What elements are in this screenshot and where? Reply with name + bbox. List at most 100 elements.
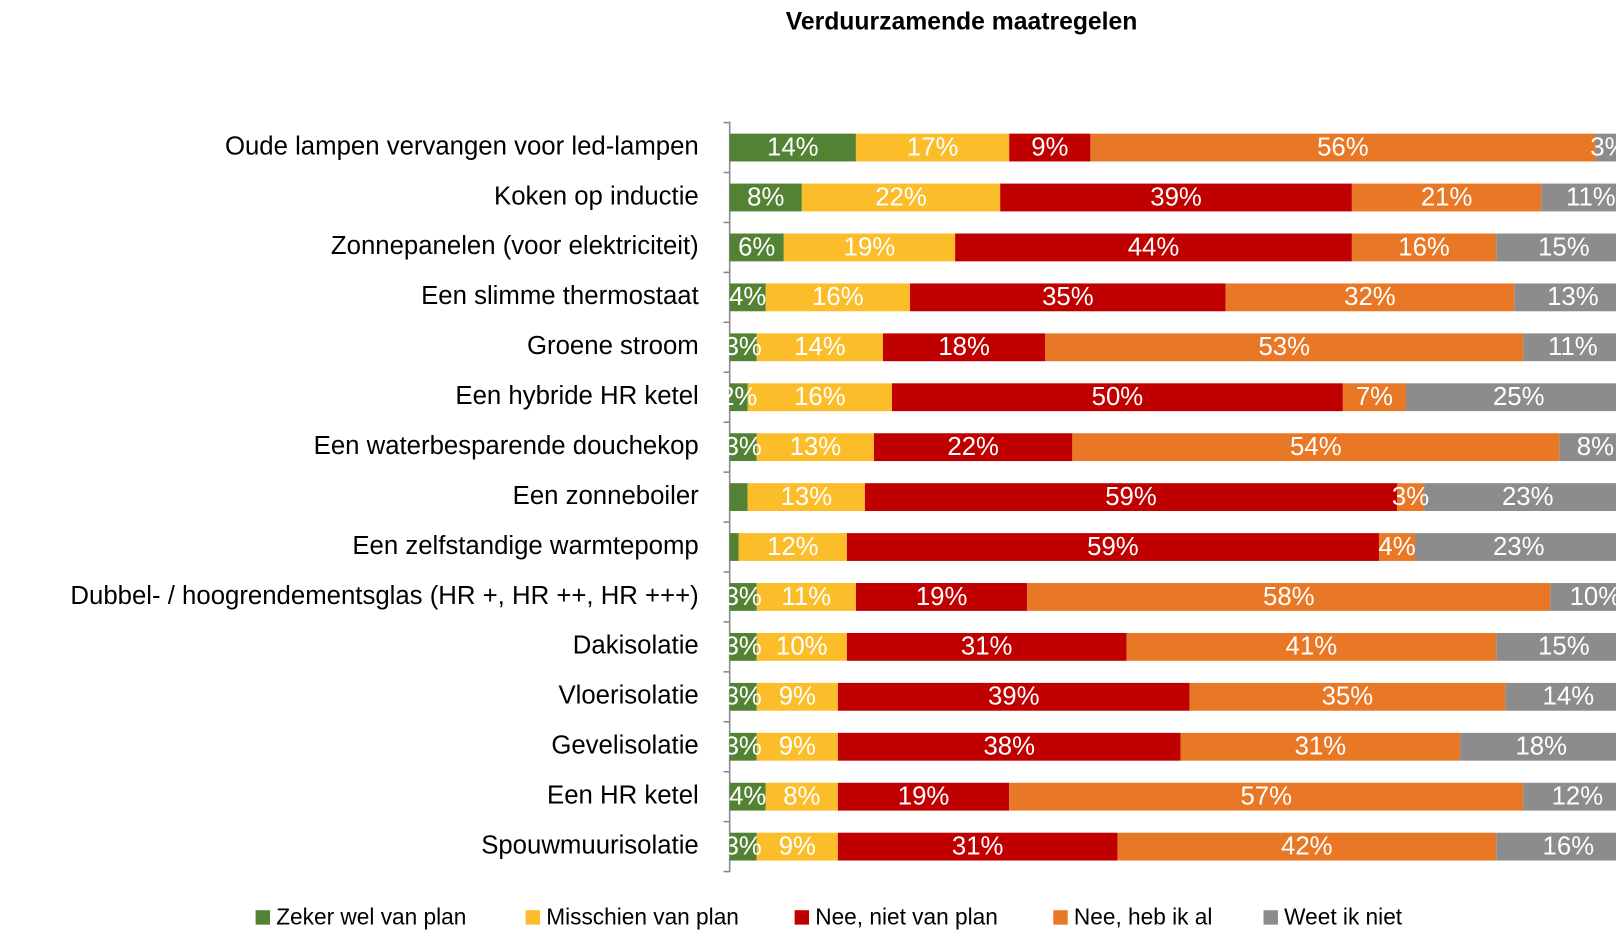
data-label: 25% [1493, 383, 1545, 411]
data-label: 9% [779, 733, 816, 761]
bar-segment [1090, 133, 1596, 162]
data-label: 23% [1502, 483, 1554, 511]
bar-segment [846, 533, 1379, 561]
data-label: 19% [916, 583, 968, 611]
bar-segment [1505, 682, 1616, 711]
data-label: 19% [844, 233, 896, 261]
legend-label: Weet ik niet [1284, 903, 1403, 929]
category-label: Gevelisolatie [551, 732, 698, 760]
bar-segment [729, 283, 766, 312]
bar-segment [756, 433, 874, 462]
data-label: 3% [725, 433, 762, 461]
data-label: 12% [767, 533, 819, 561]
data-label: 14% [767, 133, 819, 161]
legend-label: Nee, niet van plan [815, 903, 998, 929]
category-label: Een zonneboiler [513, 482, 700, 510]
bar-segment [1126, 632, 1497, 661]
data-label: 3% [1590, 133, 1616, 161]
data-label: 31% [952, 832, 1004, 860]
data-label: 54% [1290, 433, 1342, 461]
bar-segment [1523, 333, 1616, 362]
legend-swatch [525, 910, 541, 925]
data-label: 19% [898, 783, 950, 811]
data-label: 23% [1493, 533, 1545, 561]
data-label: 11% [1548, 333, 1598, 361]
legend-label: Misschien van plan [546, 903, 739, 929]
bar-segment [729, 183, 802, 212]
data-label: 11% [1566, 183, 1616, 211]
bar-segment [1009, 133, 1091, 162]
bar-segment [1541, 183, 1616, 212]
data-label: 8% [783, 783, 820, 811]
bar-segment [729, 782, 766, 811]
data-label: 16% [1543, 832, 1595, 860]
data-label: 3% [725, 683, 762, 711]
data-label: 31% [961, 633, 1013, 661]
category-label: Groene stroom [527, 332, 699, 360]
data-label: 4% [729, 783, 766, 811]
bar-segment [729, 682, 757, 711]
bar-segment [729, 433, 757, 462]
data-label: 3% [1392, 483, 1429, 511]
data-label: 22% [875, 183, 927, 211]
data-label: 13% [790, 433, 842, 461]
bar-segment [747, 483, 865, 512]
bar-segment [729, 583, 757, 611]
data-label: 11% [782, 583, 832, 611]
data-label: 59% [1087, 533, 1139, 561]
category-label: Een zelfstandige warmtepomp [352, 532, 698, 560]
data-label: 9% [1031, 133, 1068, 161]
bar-segment [1072, 433, 1560, 462]
bar-segment [1595, 133, 1616, 162]
data-label: 17% [907, 133, 959, 161]
bar-segment [910, 283, 1226, 312]
data-label: 31% [1295, 733, 1347, 761]
data-label: 12% [1552, 783, 1604, 811]
bar-segment [837, 732, 1181, 761]
category-label: Dakisolatie [573, 632, 699, 660]
legend-swatch [1053, 910, 1068, 925]
bar-segment [1225, 283, 1515, 312]
legend-label: Nee, heb ik al [1074, 903, 1213, 929]
data-label: 39% [988, 683, 1040, 711]
category-label: Vloerisolatie [558, 682, 698, 710]
bar-segment [891, 383, 1343, 412]
data-label: 15% [1538, 633, 1590, 661]
bar-segment [756, 333, 883, 362]
bar-segment [1424, 483, 1616, 512]
bar-segment [756, 682, 838, 711]
data-label: 44% [1128, 233, 1180, 261]
bar-segment [747, 383, 892, 412]
bar-segment [729, 732, 757, 761]
bar-segment [801, 183, 1001, 212]
data-label: 16% [794, 383, 846, 411]
bar-segment [729, 483, 748, 512]
data-label: 50% [1092, 383, 1144, 411]
bar-segment [783, 233, 956, 262]
bar-segment [765, 283, 911, 312]
legend-label: Zeker wel van plan [276, 903, 466, 929]
bar-segment [1189, 682, 1506, 711]
bar-segment [1180, 732, 1461, 761]
bar-segment [729, 333, 757, 362]
legend-swatch [255, 910, 271, 925]
bar-segment [756, 732, 838, 761]
data-label: 16% [812, 283, 864, 311]
data-label: 56% [1317, 133, 1369, 161]
data-label: 35% [1322, 683, 1374, 711]
data-label: 42% [1281, 832, 1333, 860]
bar-segment [1496, 832, 1616, 861]
legend-swatch [1263, 910, 1278, 925]
legend-swatch [794, 910, 810, 925]
bar-segment [756, 583, 856, 611]
bar-segment [729, 533, 739, 561]
data-label: 21% [1421, 183, 1473, 211]
data-label: 3% [725, 633, 762, 661]
bar-segment [765, 782, 838, 811]
data-label: 58% [1263, 583, 1315, 611]
data-label: 9% [779, 683, 816, 711]
bar-segment [873, 433, 1073, 462]
data-label: 3% [725, 583, 762, 611]
data-label: 38% [983, 733, 1035, 761]
data-label: 8% [1577, 433, 1614, 461]
